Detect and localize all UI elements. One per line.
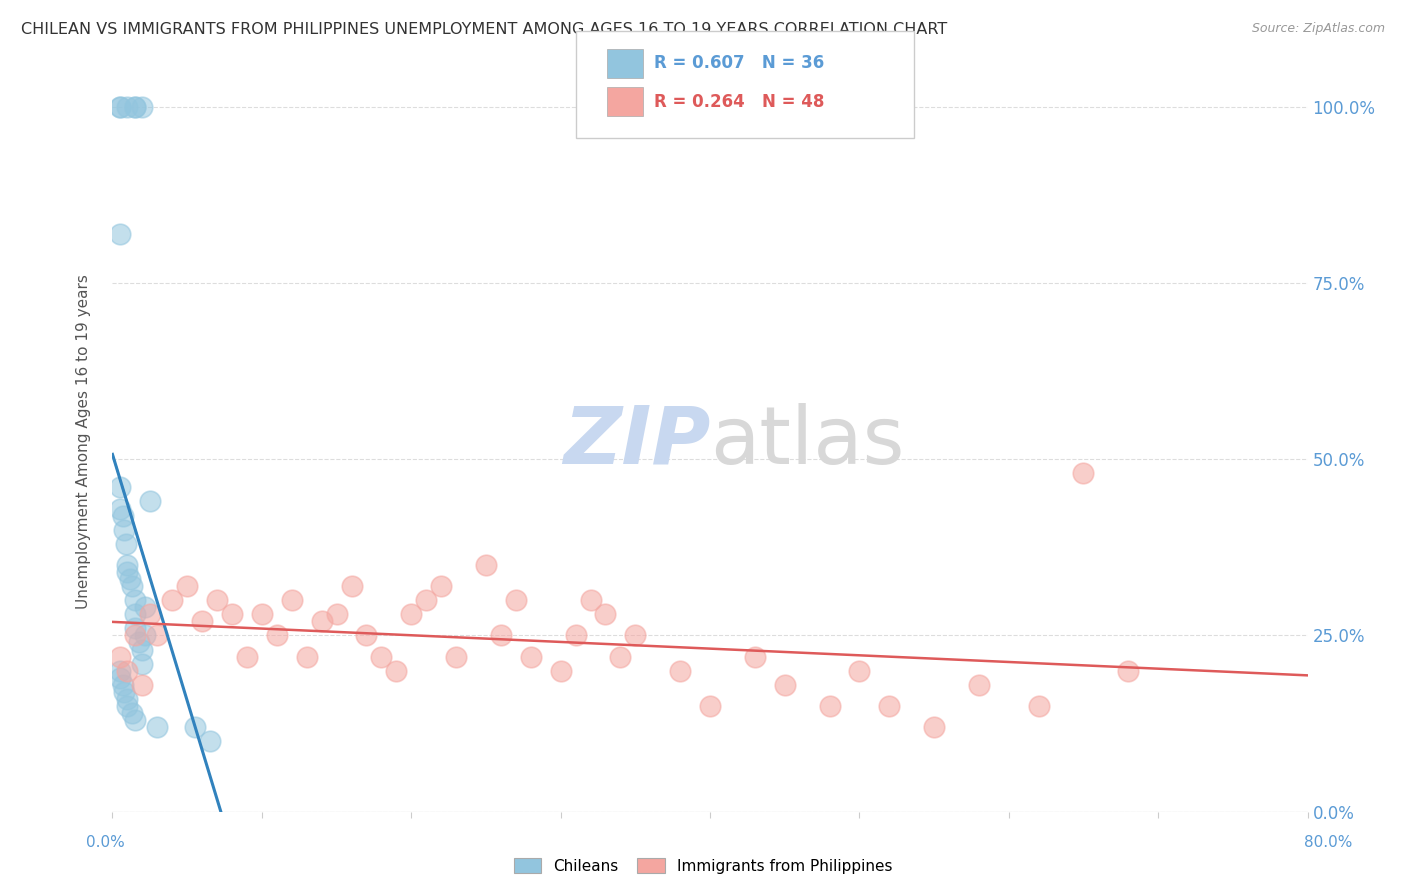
Point: [139, 494, 162, 508]
Point: [1118, 664, 1140, 678]
Point: [117, 558, 139, 572]
Point: [1028, 698, 1050, 713]
Point: [773, 678, 796, 692]
Text: ZIP: ZIP: [562, 402, 710, 481]
Point: [108, 100, 131, 114]
Point: [221, 607, 243, 622]
Point: [124, 100, 146, 114]
Text: 0.0%: 0.0%: [86, 836, 125, 850]
Point: [121, 579, 143, 593]
Point: [550, 664, 572, 678]
Point: [520, 649, 543, 664]
Text: atlas: atlas: [710, 402, 904, 481]
Point: [385, 664, 408, 678]
Point: [236, 649, 259, 664]
Point: [162, 593, 183, 607]
Point: [176, 579, 198, 593]
Point: [108, 100, 131, 114]
Point: [595, 607, 617, 622]
Point: [879, 698, 901, 713]
Point: [146, 720, 169, 734]
Point: [818, 698, 841, 713]
Point: [124, 100, 146, 114]
Point: [250, 607, 273, 622]
Point: [124, 713, 146, 727]
Point: [205, 593, 228, 607]
Point: [444, 649, 467, 664]
Point: [124, 621, 146, 635]
Point: [669, 664, 692, 678]
Point: [134, 628, 156, 642]
Point: [117, 100, 139, 114]
Point: [108, 501, 131, 516]
Point: [131, 678, 153, 692]
Point: [281, 593, 304, 607]
Point: [183, 720, 205, 734]
Point: [124, 593, 146, 607]
Point: [115, 537, 138, 551]
Point: [475, 558, 498, 572]
Point: [117, 698, 139, 713]
Text: Source: ZipAtlas.com: Source: ZipAtlas.com: [1251, 22, 1385, 36]
Point: [134, 600, 156, 615]
Point: [108, 649, 131, 664]
Point: [505, 593, 527, 607]
Point: [579, 593, 602, 607]
Point: [131, 657, 153, 671]
Point: [114, 685, 135, 699]
Point: [1073, 467, 1095, 481]
Point: [356, 628, 378, 642]
Point: [198, 734, 221, 748]
Point: [415, 593, 437, 607]
Legend: Chileans, Immigrants from Philippines: Chileans, Immigrants from Philippines: [508, 852, 898, 880]
Point: [131, 100, 153, 114]
Point: [117, 664, 139, 678]
Point: [121, 706, 143, 720]
Point: [370, 649, 392, 664]
Point: [124, 628, 146, 642]
Point: [111, 508, 134, 523]
Point: [108, 671, 131, 685]
Text: CHILEAN VS IMMIGRANTS FROM PHILIPPINES UNEMPLOYMENT AMONG AGES 16 TO 19 YEARS CO: CHILEAN VS IMMIGRANTS FROM PHILIPPINES U…: [21, 22, 948, 37]
Point: [848, 664, 870, 678]
Point: [624, 628, 647, 642]
Point: [191, 615, 214, 629]
Text: R = 0.607   N = 36: R = 0.607 N = 36: [654, 54, 824, 72]
Point: [124, 607, 146, 622]
Point: [139, 607, 162, 622]
Y-axis label: Unemployment Among Ages 16 to 19 years: Unemployment Among Ages 16 to 19 years: [76, 274, 91, 609]
Point: [489, 628, 512, 642]
Point: [699, 698, 721, 713]
Point: [401, 607, 423, 622]
Point: [967, 678, 990, 692]
Text: R = 0.264   N = 48: R = 0.264 N = 48: [654, 93, 824, 111]
Point: [131, 642, 153, 657]
Point: [108, 227, 131, 241]
Point: [111, 678, 134, 692]
Point: [108, 664, 131, 678]
Text: 80.0%: 80.0%: [1305, 836, 1353, 850]
Point: [340, 579, 363, 593]
Point: [609, 649, 631, 664]
Point: [108, 480, 131, 494]
Point: [295, 649, 318, 664]
Point: [120, 572, 142, 586]
Point: [114, 523, 135, 537]
Point: [128, 635, 150, 649]
Point: [311, 615, 333, 629]
Point: [430, 579, 453, 593]
Point: [117, 692, 139, 706]
Point: [325, 607, 347, 622]
Point: [146, 628, 169, 642]
Point: [266, 628, 288, 642]
Point: [744, 649, 766, 664]
Point: [564, 628, 586, 642]
Point: [922, 720, 945, 734]
Point: [117, 565, 139, 579]
